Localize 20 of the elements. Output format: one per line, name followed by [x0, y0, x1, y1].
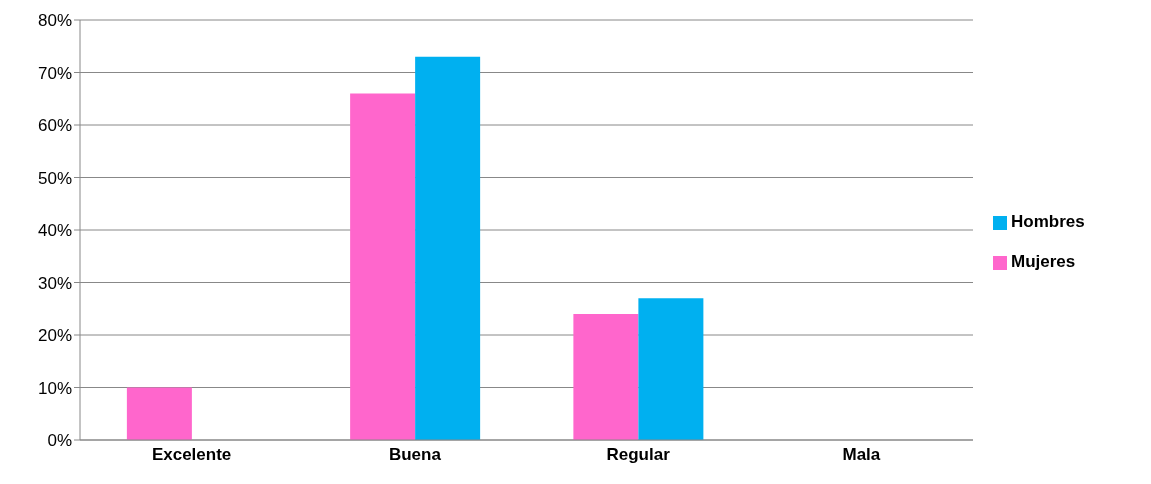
x-tick-label: Excelente: [151, 445, 232, 465]
y-tick-label: 30%: [37, 273, 72, 293]
y-tick-label: 50%: [37, 168, 72, 188]
y-tick-label: 20%: [37, 326, 72, 346]
x-tick-label: Regular: [606, 445, 671, 465]
legend-label: Hombres: [1011, 212, 1085, 231]
bar: [126, 387, 192, 440]
y-tick-label: 60%: [37, 116, 72, 136]
bar: [415, 56, 481, 440]
y-tick-label: 0%: [47, 431, 72, 451]
y-tick-label: 70%: [37, 63, 72, 83]
y-tick-label: 10%: [37, 378, 72, 398]
legend-label: Mujeres: [1011, 252, 1076, 271]
y-tick-label: 40%: [37, 221, 72, 241]
bar: [638, 298, 704, 440]
bar: [573, 314, 639, 440]
bar: [350, 93, 416, 440]
x-tick-label: Buena: [388, 445, 442, 465]
y-tick-label: 80%: [37, 11, 72, 31]
x-tick-label: Mala: [842, 445, 881, 465]
